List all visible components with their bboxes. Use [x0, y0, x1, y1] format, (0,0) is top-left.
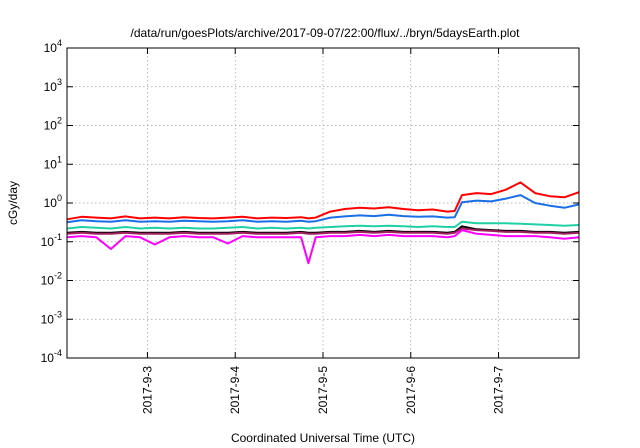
- series-line-5: [66, 227, 580, 235]
- x-axis-label: Coordinated Universal Time (UTC): [231, 431, 415, 445]
- y-tick-label: 10-4: [41, 348, 62, 365]
- series-line-2: [66, 194, 580, 224]
- y-axis: 10-4 10-3 10-2 10-1 100 101 102 103 104: [41, 38, 579, 365]
- series-line-1: [66, 181, 580, 221]
- x-tick-label: 2017-9-4: [228, 366, 242, 414]
- x-tick-label: 2017-9-7: [492, 366, 506, 414]
- y-tick-label: 100: [44, 193, 62, 210]
- y-tick-label: 103: [44, 77, 62, 94]
- y-tick-label: 101: [44, 154, 62, 171]
- y-tick-label: 10-3: [41, 309, 62, 326]
- series-line-6: [66, 229, 580, 265]
- x-tick-label: 2017-9-6: [404, 366, 418, 414]
- y-tick-label: 104: [44, 38, 62, 55]
- series-layer: [66, 181, 580, 265]
- y-axis-label: cGy/day: [6, 181, 20, 225]
- y-tick-label: 102: [44, 116, 62, 133]
- grid: [67, 48, 579, 358]
- series-line-3: [66, 220, 580, 230]
- chart-title: /data/run/goesPlots/archive/2017-09-07/2…: [131, 26, 521, 40]
- y-tick-label: 10-2: [41, 271, 62, 288]
- x-axis: 2017-9-3 2017-9-4 2017-9-5 2017-9-6 2017-9-7: [140, 48, 506, 414]
- y-tick-label: 10-1: [41, 232, 62, 249]
- x-tick-label: 2017-9-5: [316, 366, 330, 414]
- x-tick-label: 2017-9-3: [140, 366, 154, 414]
